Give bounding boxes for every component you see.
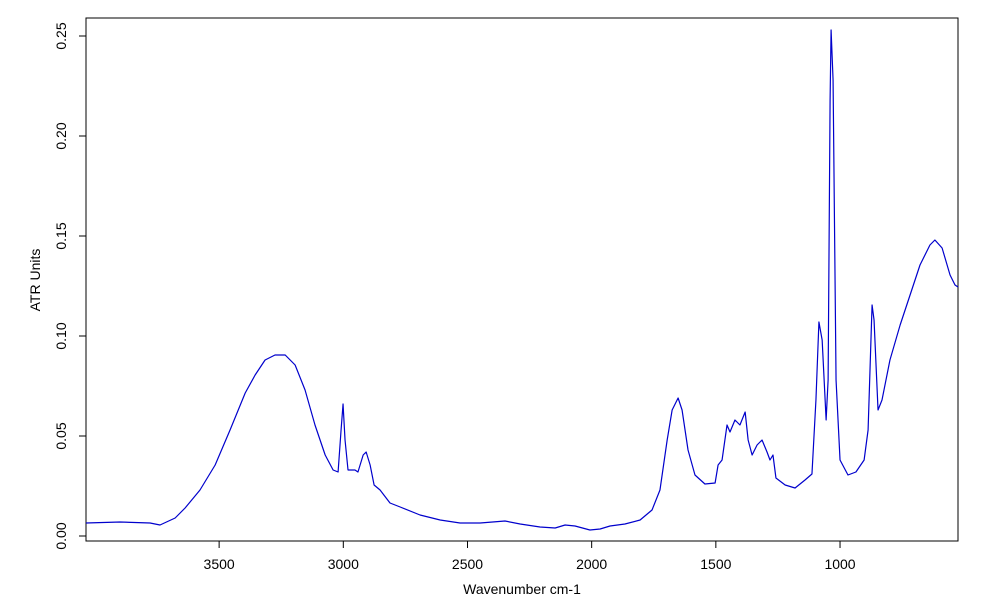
x-tick-label: 2000 xyxy=(576,556,607,572)
x-tick-label: 2500 xyxy=(452,556,483,572)
y-tick-label: 0.20 xyxy=(53,122,69,149)
y-tick-label: 0.05 xyxy=(53,422,69,449)
y-tick-label: 0.15 xyxy=(53,222,69,249)
plot-frame xyxy=(85,17,959,542)
y-tick-label: 0.00 xyxy=(53,522,69,549)
y-axis-label: ATR Units xyxy=(27,249,43,312)
y-tick-label: 0.10 xyxy=(53,322,69,349)
x-tick-label: 3000 xyxy=(328,556,359,572)
x-tick-label: 3500 xyxy=(204,556,235,572)
x-tick-label: 1500 xyxy=(700,556,731,572)
x-tick-label: 1000 xyxy=(824,556,855,572)
x-axis-label: Wavenumber cm-1 xyxy=(463,581,581,597)
spectrum-line xyxy=(85,29,959,531)
y-tick-label: 0.25 xyxy=(53,22,69,49)
